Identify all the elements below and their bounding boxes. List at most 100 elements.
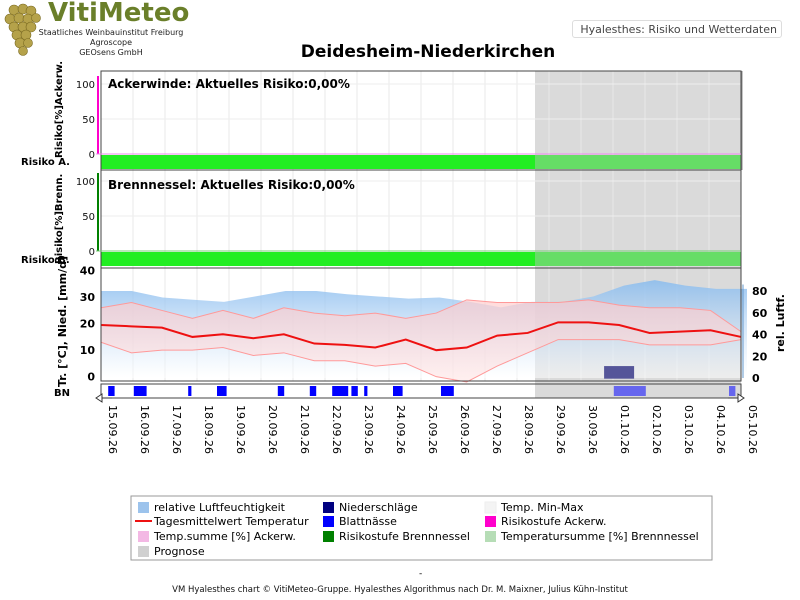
ackerwinde-title: Ackerwinde: Aktuelles Risiko:0,00% [108, 77, 350, 91]
legend-swatch-riskA [485, 516, 496, 527]
risk-ytick-1-0: 0 [89, 247, 95, 258]
temp-ytick-20: 20 [80, 318, 96, 331]
humidity-ytick-0: 0 [752, 372, 760, 385]
risk-ytick-1-100: 100 [76, 177, 95, 188]
legend-swatch-riskB [323, 531, 334, 542]
leaf-wetness-9 [393, 386, 403, 396]
temp-mean-line [100, 321, 742, 352]
ackerwinde-risk-bar-observed [101, 155, 535, 169]
xtick-15.09.26: 15.09.26 [106, 405, 119, 454]
leaf-wetness-10 [441, 386, 454, 396]
humidity-ytick-40: 40 [752, 329, 768, 342]
xtick-03.10.26: 03.10.26 [682, 405, 695, 454]
risk-label-0: Risiko A. [21, 157, 70, 168]
leaf-wetness-7 [351, 386, 358, 396]
legend-label-prog: Prognose [154, 545, 205, 558]
leaf-wetness-3 [217, 386, 227, 396]
grape-icon [4, 3, 41, 56]
xtick-17.09.26: 17.09.26 [170, 405, 183, 454]
leaf-wetness-4 [277, 386, 285, 396]
risk-ylabel-0: Risiko[%]Ackerw. [54, 61, 65, 158]
brand-name: VitiMeteo [48, 0, 190, 28]
temp-ytick-30: 30 [80, 291, 96, 304]
xtick-27.09.26: 27.09.26 [490, 405, 503, 454]
legend-swatch-minmax [484, 501, 497, 514]
humidity-ytick-20: 20 [752, 350, 768, 363]
xtick-20.09.26: 20.09.26 [266, 405, 279, 454]
xtick-01.10.26: 01.10.26 [618, 405, 631, 454]
legend-label-precip: Niederschläge [339, 501, 418, 514]
xtick-21.09.26: 21.09.26 [298, 405, 311, 454]
xtick-25.09.26: 25.09.26 [426, 405, 439, 454]
risk-label-1: Risiko B. [21, 255, 70, 266]
xtick-28.09.26: 28.09.26 [522, 405, 535, 454]
legend-label-riskA: Risikostufe Ackerw. [501, 515, 606, 528]
humidity-ytick-60: 60 [752, 307, 768, 320]
temp-minmax-band [101, 299, 741, 382]
leaf-wetness-8 [364, 386, 368, 396]
legend-label-humidity: relative Luftfeuchtigkeit [154, 501, 286, 514]
legend-box [130, 495, 713, 561]
legend-swatch-precip [323, 502, 334, 513]
xtick-29.09.26: 29.09.26 [554, 405, 567, 454]
risk-ytick-0-100: 100 [76, 80, 95, 91]
footer-credit: VM Hyalesthes chart © VitiMeteo-Gruppe. … [172, 585, 628, 595]
leaf-wetness-2 [188, 386, 192, 396]
temp-ytick-0: 0 [87, 371, 95, 384]
leaf-wetness-0 [108, 386, 115, 396]
brennnessel-risk-bar-forecast [535, 252, 741, 266]
risk-ylabel-1: Risiko[%]Brenn. [54, 174, 65, 264]
xtick-04.10.26: 04.10.26 [714, 405, 727, 454]
legend-swatch-tsumA [138, 531, 149, 542]
bn-label: BN [54, 388, 70, 399]
vitimeteo-logo: VitiMeteo Staatliches Weinbauinstitut Fr… [0, 0, 190, 62]
leaf-wetness-6 [332, 386, 349, 396]
risk-ytick-0-50: 50 [82, 115, 95, 126]
legend-swatch-prog [138, 546, 149, 557]
legend: relative Luftfeuchtigkeit Niederschläge Te… [130, 495, 713, 561]
risk-ytick-0-0: 0 [89, 150, 95, 161]
xtick-30.09.26: 30.09.26 [586, 405, 599, 454]
brand-sub-3: GEOsens GmbH [79, 48, 143, 57]
legend-swatch-humidity [138, 502, 149, 513]
risk-ytick-1-50: 50 [82, 212, 95, 223]
ackerwinde-risk-bar-forecast [535, 155, 741, 169]
legend-swatch-tsumB [485, 531, 496, 542]
xtick-26.09.26: 26.09.26 [458, 405, 471, 454]
brennnessel-risk-bar-observed [101, 252, 535, 266]
brand-sub-1: Staatliches Weinbauinstitut Freiburg [38, 28, 184, 37]
precip-bar-17 [604, 366, 635, 379]
leaf-wetness-11 [613, 386, 646, 396]
chart-text: Ackerwinde: Aktuelles Risiko:0,00% Brennn… [21, 61, 787, 454]
xtick-16.09.26: 16.09.26 [138, 405, 151, 454]
temp-ytick-10: 10 [80, 344, 96, 357]
brennnessel-title: Brennnessel: Aktuelles Risiko:0,00% [108, 178, 355, 192]
weather-series [100, 280, 747, 383]
legend-label-riskB: Risikostufe Brennnessel [339, 530, 470, 543]
xtick-24.09.26: 24.09.26 [394, 405, 407, 454]
temp-ytick-40: 40 [80, 265, 96, 278]
xtick-22.09.26: 22.09.26 [330, 405, 343, 454]
xtick-18.09.26: 18.09.26 [202, 405, 215, 454]
leaf-wetness-5 [309, 386, 317, 396]
weather-ylabel-left: Tr. [°C], Nied. [mm/d] [56, 256, 69, 387]
scroll-right-icon [728, 393, 745, 403]
page-title: Deidesheim-Niederkirchen [300, 42, 556, 62]
brand-sub-2: Agroscope [89, 38, 133, 47]
weather-ylabel-right: rel. Luftf. [774, 294, 787, 352]
xtick-02.10.26: 02.10.26 [650, 405, 663, 454]
leaf-wetness-12 [729, 386, 736, 396]
legend-label-leaf: Blattnässe [339, 515, 397, 528]
xtick-23.09.26: 23.09.26 [362, 405, 375, 454]
legend-swatch-leaf [323, 516, 334, 527]
temp-min-line [100, 339, 742, 383]
leaf-wetness-1 [133, 386, 147, 396]
legend-label-tmean: Tagesmittelwert Temperatur [153, 515, 309, 528]
risk-bars [101, 155, 741, 396]
scroll-left-icon [95, 393, 112, 403]
panel-frame-3 [100, 383, 742, 399]
xtick-19.09.26: 19.09.26 [234, 405, 247, 454]
panel-frame-2 [100, 267, 742, 382]
xtick-05.10.26: 05.10.26 [746, 405, 759, 454]
